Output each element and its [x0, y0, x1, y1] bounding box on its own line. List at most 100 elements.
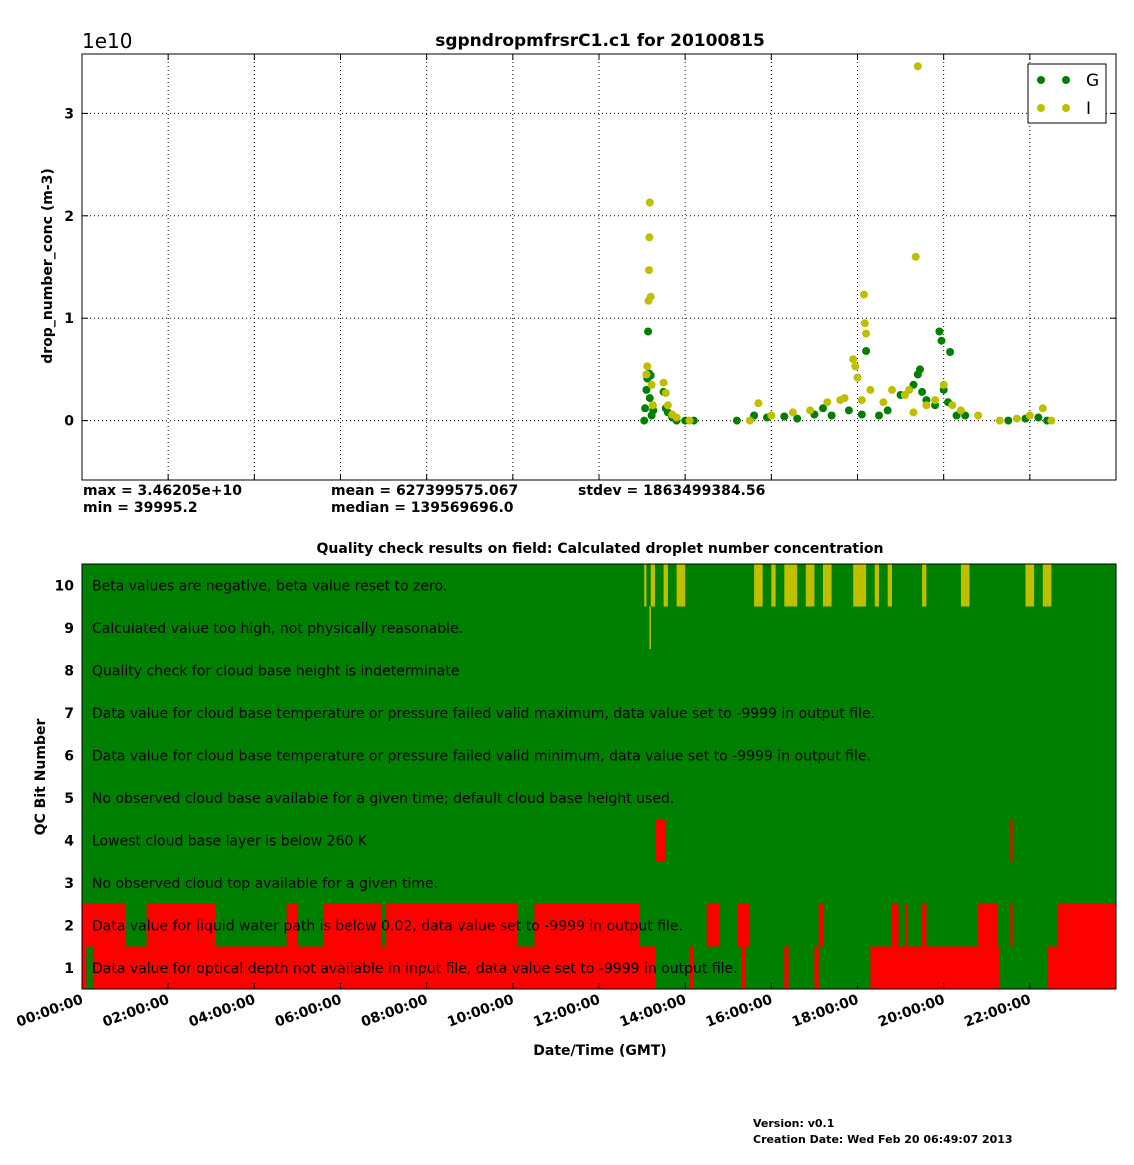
qc-ytick-label: 10	[55, 578, 75, 594]
legend-box	[1027, 63, 1107, 124]
qc-xtick-label: 18:00:00	[790, 992, 861, 1031]
qc-ytick-label: 7	[64, 706, 74, 722]
scatter-point-i	[974, 411, 983, 420]
qc-flag-segment	[286, 904, 298, 947]
scatter-point-i	[685, 416, 694, 425]
qc-flag-segment	[922, 904, 927, 947]
qc-bit-label: Data value for cloud base temperature or…	[92, 748, 871, 764]
scatter-point-i	[905, 385, 914, 394]
qc-flag-segment	[1057, 904, 1116, 947]
qc-row-bg	[82, 734, 1116, 777]
creation-date-text: Creation Date: Wed Feb 20 06:49:07 2013	[753, 1133, 1013, 1146]
scatter-point-i	[645, 266, 653, 275]
scatter-point-i	[806, 406, 815, 415]
qc-bit-labels: Beta values are negative, beta value res…	[92, 578, 875, 977]
qc-x-ticks: 00:00:00 02:00:00 04:00:00 06:00:00 08:00:00…	[14, 983, 1117, 1031]
scatter-point-i	[647, 380, 656, 389]
scatter-point-i	[931, 396, 940, 405]
stat-mean: mean = 627399575.067	[331, 483, 518, 499]
scatter-point-i	[663, 401, 672, 410]
scatter-point-i	[922, 401, 931, 410]
scatter-point-i	[888, 385, 896, 394]
scatter-point-g	[918, 387, 927, 396]
qc-flag-segment	[736, 904, 750, 947]
qc-bit-label: No observed cloud top available for a gi…	[92, 876, 438, 892]
scatter-point-g	[883, 406, 892, 415]
scatter-point-g	[640, 416, 649, 425]
qc-flag-segment	[922, 564, 927, 607]
scatter-point-g	[1034, 413, 1043, 422]
qc-flag-segment	[1010, 819, 1013, 862]
qc-flag-segment	[1042, 564, 1052, 607]
scatter-point-i	[645, 198, 654, 207]
scatter-point-g	[935, 327, 944, 336]
scatter-point-i	[642, 370, 651, 379]
legend-marker-i	[1037, 104, 1045, 112]
qc-flag-segment	[82, 946, 87, 989]
stat-max: max = 3.46205e+10	[83, 483, 242, 499]
qc-xlabel: Date/Time (GMT)	[533, 1043, 666, 1059]
scatter-point-g	[819, 404, 827, 413]
scatter-ytick-label: 2	[64, 209, 74, 225]
qc-flag-segment	[818, 904, 823, 947]
qc-flag-segment	[676, 564, 686, 607]
scatter-point-g	[857, 410, 866, 419]
qc-flag-segment	[92, 946, 656, 989]
legend-marker-g	[1062, 76, 1070, 84]
qc-flag-segment	[978, 904, 998, 947]
qc-rows	[82, 564, 1116, 989]
qc-flag-segment	[1025, 564, 1035, 607]
qc-xtick-label: 06:00:00	[273, 992, 344, 1031]
qc-xtick-label: 14:00:00	[618, 992, 689, 1031]
qc-bit-label: Data value for liquid water path is belo…	[92, 918, 683, 934]
qc-xtick-label: 04:00:00	[187, 992, 258, 1031]
qc-flag-segment	[784, 946, 789, 989]
stat-stdev: stdev = 1863499384.56	[578, 483, 765, 499]
qc-flag-segment	[892, 904, 899, 947]
qc-row-bg	[82, 776, 1116, 819]
scatter-point-g	[946, 348, 955, 356]
scatter-point-g	[875, 411, 883, 420]
qc-flag-segment	[814, 946, 819, 989]
qc-xtick-label: 12:00:00	[531, 992, 602, 1031]
legend-marker-i	[1062, 104, 1070, 112]
scatter-point-g	[644, 327, 653, 336]
qc-flag-segment	[82, 904, 126, 947]
qc-ytick-label: 9	[64, 621, 74, 637]
qc-row-bg	[82, 861, 1116, 904]
qc-bit-label: Calculated value too high, not physicall…	[92, 621, 463, 637]
scatter-x-ticks	[81, 54, 1117, 480]
scatter-point-i	[862, 329, 871, 338]
qc-bit-label: No observed cloud base available for a g…	[92, 791, 674, 807]
scatter-point-g	[844, 406, 853, 415]
scatter-point-i	[948, 401, 957, 410]
legend-label-i: I	[1086, 99, 1091, 119]
qc-flag-segment	[323, 904, 382, 947]
scatter-point-i	[745, 416, 754, 425]
stat-min: min = 39995.2	[83, 500, 198, 516]
qc-row-bg	[82, 691, 1116, 734]
qc-flag-segment	[805, 564, 815, 607]
version-text: Version: v0.1	[753, 1117, 835, 1130]
legend: G I	[1027, 63, 1107, 124]
scatter-y-ticks: 0 1 2 3	[64, 106, 1116, 430]
qc-flag-segment	[904, 904, 908, 947]
qc-flag-segment	[663, 564, 668, 607]
qc-xtick-label: 10:00:00	[445, 992, 516, 1031]
qc-flag-segment	[385, 904, 518, 947]
scatter-point-i	[648, 401, 657, 410]
scatter-point-i	[767, 411, 776, 420]
scatter-point-i	[840, 394, 849, 403]
qc-ylabel: QC Bit Number	[33, 719, 49, 836]
qc-title: Quality check results on field: Calculat…	[317, 541, 884, 557]
scatter-point-g	[780, 412, 789, 421]
scatter-point-i	[860, 290, 868, 299]
qc-row-bg	[82, 819, 1116, 862]
qc-bit-label: Beta values are negative, beta value res…	[92, 578, 447, 594]
qc-xtick-label: 02:00:00	[101, 992, 172, 1031]
scatter-point-g	[1004, 416, 1013, 425]
scatter-point-i	[1047, 416, 1056, 425]
scatter-point-i	[643, 362, 652, 371]
scatter-point-i	[866, 385, 875, 394]
qc-flag-segment	[874, 564, 879, 607]
